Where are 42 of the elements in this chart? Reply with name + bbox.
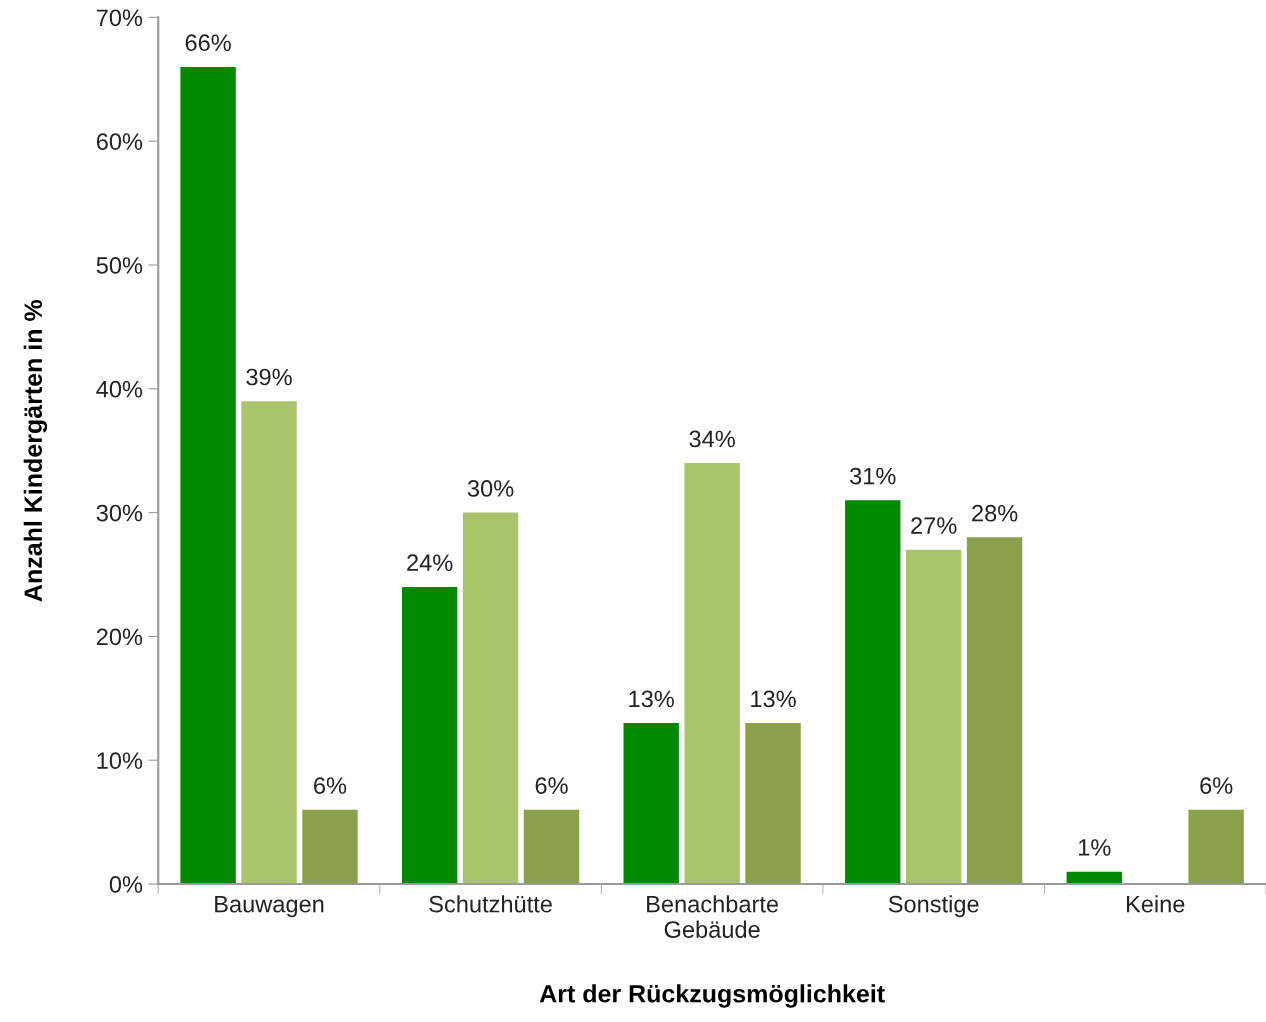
- x-tick-label: Bauwagen: [215, 896, 324, 918]
- y-tick-label: 0%: [109, 876, 143, 893]
- bar: [462, 512, 519, 885]
- data-label: 39%: [246, 368, 292, 386]
- data-label: 27%: [911, 517, 957, 534]
- bar: [623, 723, 679, 885]
- bar: [523, 809, 580, 885]
- data-label: 6%: [535, 777, 568, 794]
- data-label: 28%: [972, 504, 1018, 522]
- data-label: 66%: [185, 34, 231, 52]
- data-label: 1%: [1079, 839, 1111, 856]
- data-label: 13%: [751, 690, 796, 708]
- bar: [401, 586, 458, 885]
- bar: [241, 401, 297, 885]
- data-label: 24%: [407, 554, 453, 571]
- y-tick-label: 30%: [96, 504, 143, 522]
- data-label: 6%: [1200, 777, 1233, 794]
- bar: [845, 500, 901, 885]
- y-tick-label: 50%: [96, 257, 143, 274]
- bar: [905, 549, 962, 885]
- data-label: 31%: [850, 467, 896, 485]
- bar: [302, 809, 358, 885]
- bar: [966, 537, 1023, 885]
- data-label: 13%: [629, 690, 674, 708]
- x-tick-label: Keine: [1126, 895, 1185, 913]
- y-tick-label: 10%: [97, 752, 143, 770]
- y-axis-title: Anzahl Kindergärten in %: [23, 299, 48, 602]
- bar: [684, 463, 740, 885]
- y-tick-label: 40%: [96, 380, 143, 398]
- bar: [1188, 809, 1244, 885]
- y-tick-label: 70%: [96, 9, 143, 27]
- y-tick-label: 60%: [96, 133, 143, 150]
- data-label: 6%: [314, 777, 347, 794]
- x-tick-label: Sonstige: [888, 895, 979, 918]
- data-label: 30%: [467, 480, 514, 497]
- y-tick-label: 20%: [96, 628, 143, 646]
- x-axis-title: Art der Rückzugsmöglichkeit: [539, 984, 885, 1008]
- x-tick-label: Benachbarte Gebäude: [647, 895, 779, 938]
- data-label: 34%: [689, 430, 735, 448]
- bar: [180, 66, 236, 885]
- bar: [745, 723, 801, 885]
- x-tick-label: Schutzhütte: [429, 895, 552, 913]
